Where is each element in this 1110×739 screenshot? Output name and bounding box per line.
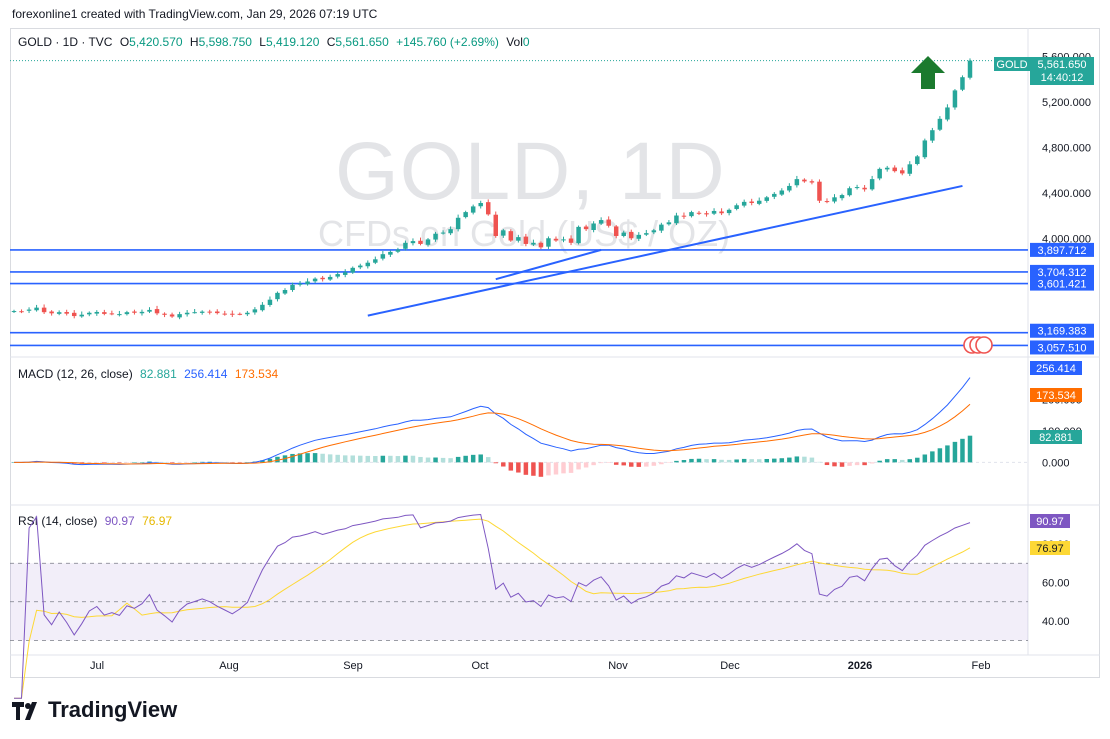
symbol-legend: GOLD · 1D · TVC O5,420.570 H5,598.750 L5…: [18, 35, 534, 49]
open-label: O: [119, 35, 130, 49]
macd-line-value: 256.414: [184, 367, 228, 381]
high-value: 5,598.750: [198, 35, 252, 49]
watermark-symbol: GOLD, 1D: [335, 126, 726, 217]
tradingview-logo-icon: [12, 702, 37, 721]
low-value: 5,419.120: [265, 35, 320, 49]
high-label: H: [189, 35, 199, 49]
close-label: C: [326, 35, 336, 49]
symbol-name[interactable]: GOLD · 1D · TVC: [18, 35, 113, 49]
macd-signal-value: 173.534: [234, 367, 279, 381]
tradingview-brand-text: TradingView: [48, 697, 178, 722]
rsi-ma-value: 76.97: [142, 514, 173, 528]
macd-legend: MACD (12, 26, close) 82.881 256.414 173.…: [18, 367, 282, 381]
watermark-description: CFDs on Gold (US$ / OZ): [318, 213, 731, 254]
change-value: +145.760 (+2.69%): [396, 35, 499, 49]
rsi-legend: RSI (14, close) 90.97 76.97: [18, 514, 176, 528]
macd-label[interactable]: MACD (12, 26, close): [18, 367, 133, 381]
volume-label: Vol: [506, 35, 523, 49]
rsi-label[interactable]: RSI (14, close): [18, 514, 98, 528]
attribution: forexonline1 created with TradingView.co…: [12, 7, 378, 21]
volume-value: 0: [522, 35, 530, 49]
tradingview-brand[interactable]: TradingView: [12, 697, 177, 723]
close-value: 5,561.650: [335, 35, 389, 49]
rsi-value: 90.97: [104, 514, 135, 528]
low-label: L: [259, 35, 266, 49]
open-value: 5,420.570: [129, 35, 183, 49]
macd-hist-value: 82.881: [140, 367, 177, 381]
